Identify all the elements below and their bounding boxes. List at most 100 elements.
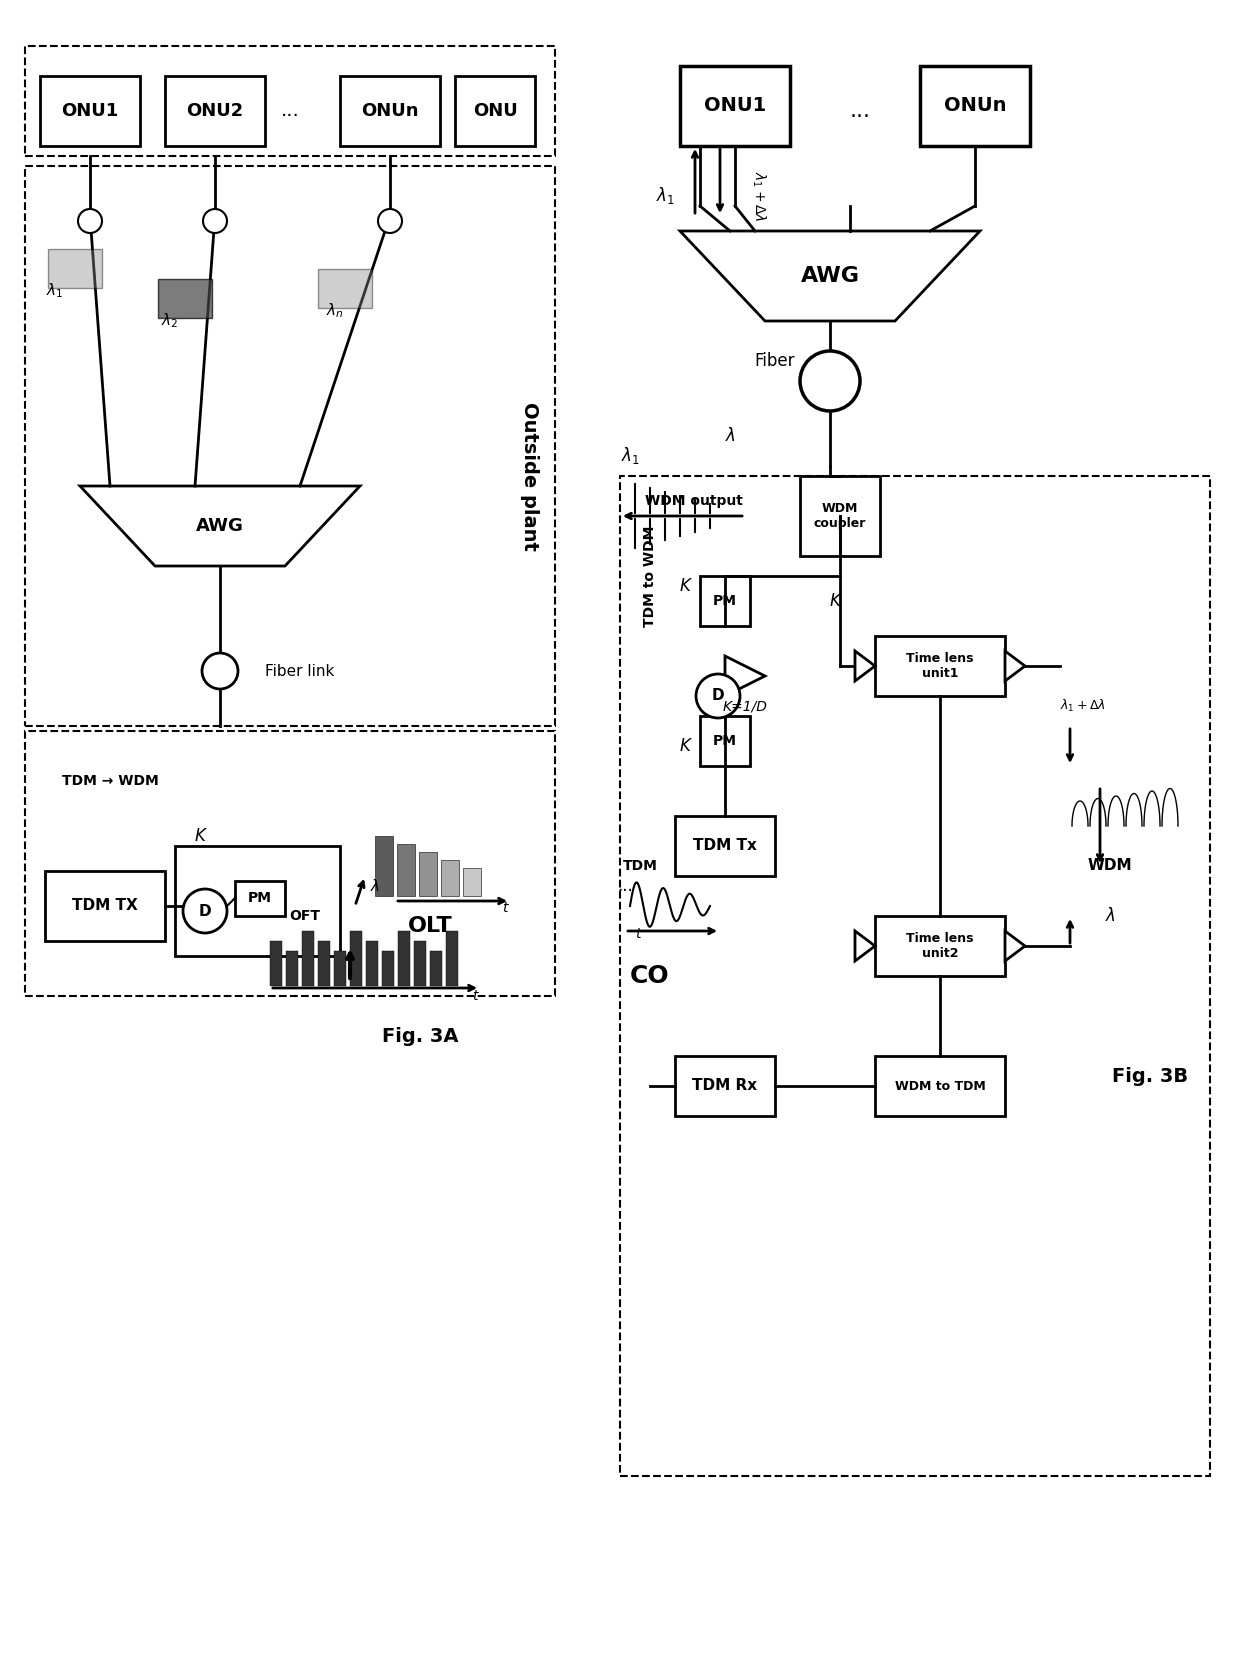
FancyBboxPatch shape — [45, 872, 165, 940]
Circle shape — [202, 654, 238, 689]
Text: WDM: WDM — [1087, 858, 1132, 873]
FancyBboxPatch shape — [675, 816, 775, 877]
Bar — [286, 950, 298, 985]
FancyBboxPatch shape — [374, 836, 393, 897]
Text: $\lambda$: $\lambda$ — [1105, 907, 1116, 925]
FancyBboxPatch shape — [236, 882, 285, 917]
Text: $\lambda_n$: $\lambda_n$ — [326, 302, 343, 320]
Text: Fig. 3B: Fig. 3B — [1112, 1066, 1188, 1086]
FancyBboxPatch shape — [397, 845, 415, 897]
FancyBboxPatch shape — [920, 65, 1030, 146]
Text: WDM
coupler: WDM coupler — [813, 503, 867, 530]
Circle shape — [800, 350, 861, 411]
FancyBboxPatch shape — [455, 75, 534, 146]
Text: TDM TX: TDM TX — [72, 898, 138, 913]
Text: AWG: AWG — [801, 266, 859, 287]
Text: $\lambda$: $\lambda$ — [370, 878, 381, 893]
Text: ONU2: ONU2 — [186, 102, 243, 121]
Text: PM: PM — [713, 593, 737, 608]
Text: ONUn: ONUn — [361, 102, 419, 121]
Bar — [303, 930, 314, 985]
Text: D: D — [712, 689, 724, 704]
Polygon shape — [856, 930, 875, 960]
Text: Time lens
unit2: Time lens unit2 — [906, 932, 973, 960]
Bar — [317, 940, 330, 985]
Text: D: D — [198, 903, 211, 918]
Text: $\lambda_1+\Delta\lambda$: $\lambda_1+\Delta\lambda$ — [1060, 697, 1106, 714]
FancyBboxPatch shape — [875, 917, 1004, 975]
Text: PM: PM — [713, 734, 737, 747]
Text: Time lens
unit1: Time lens unit1 — [906, 652, 973, 680]
FancyBboxPatch shape — [800, 476, 880, 556]
Text: ONU: ONU — [472, 102, 517, 121]
FancyBboxPatch shape — [675, 1056, 775, 1116]
FancyBboxPatch shape — [419, 851, 436, 897]
Text: K: K — [680, 737, 691, 754]
Text: t: t — [635, 927, 641, 940]
Polygon shape — [1004, 930, 1025, 960]
Text: $\lambda_1$: $\lambda_1$ — [46, 282, 63, 300]
FancyBboxPatch shape — [340, 75, 440, 146]
Text: TDM: TDM — [622, 860, 657, 873]
Text: K: K — [830, 592, 841, 610]
Text: TDM to WDM: TDM to WDM — [644, 525, 657, 627]
FancyBboxPatch shape — [40, 75, 140, 146]
Text: ONU1: ONU1 — [61, 102, 119, 121]
Bar — [382, 950, 394, 985]
Circle shape — [78, 210, 102, 233]
Text: t: t — [472, 989, 477, 1002]
Text: K=1/D: K=1/D — [723, 699, 768, 712]
Bar — [350, 930, 362, 985]
Text: OLT: OLT — [408, 917, 453, 935]
FancyBboxPatch shape — [701, 716, 750, 766]
Bar — [446, 930, 458, 985]
Text: ONU1: ONU1 — [704, 97, 766, 116]
Text: $\lambda_1$: $\lambda_1$ — [656, 186, 675, 206]
Text: K: K — [195, 826, 206, 845]
Text: Outside plant: Outside plant — [521, 402, 539, 550]
FancyBboxPatch shape — [875, 1056, 1004, 1116]
Circle shape — [696, 674, 740, 717]
FancyBboxPatch shape — [165, 75, 265, 146]
Text: t: t — [502, 902, 507, 915]
Text: Fiber: Fiber — [755, 352, 795, 370]
FancyBboxPatch shape — [175, 846, 340, 955]
Text: ...: ... — [849, 101, 870, 121]
Text: $\lambda_1$: $\lambda_1$ — [620, 446, 640, 466]
Polygon shape — [81, 486, 360, 566]
Text: ...: ... — [618, 877, 632, 895]
Text: AWG: AWG — [196, 516, 244, 535]
Text: WDM output: WDM output — [645, 494, 743, 508]
Text: Fiber link: Fiber link — [265, 664, 335, 679]
Bar — [270, 940, 281, 985]
Polygon shape — [856, 650, 875, 680]
FancyBboxPatch shape — [441, 860, 459, 897]
Bar — [366, 940, 378, 985]
FancyBboxPatch shape — [48, 250, 102, 288]
Text: WDM to TDM: WDM to TDM — [894, 1079, 986, 1093]
Text: ...: ... — [280, 102, 299, 121]
Circle shape — [184, 888, 227, 934]
Text: TDM Tx: TDM Tx — [693, 838, 756, 853]
FancyBboxPatch shape — [317, 270, 372, 308]
Circle shape — [203, 210, 227, 233]
Polygon shape — [680, 231, 980, 322]
Text: $\lambda_1+\Delta\lambda$: $\lambda_1+\Delta\lambda$ — [750, 171, 768, 221]
Bar — [334, 950, 346, 985]
FancyBboxPatch shape — [875, 635, 1004, 696]
Text: $\lambda_2$: $\lambda_2$ — [161, 312, 179, 330]
Circle shape — [378, 210, 402, 233]
FancyBboxPatch shape — [157, 278, 212, 318]
FancyBboxPatch shape — [701, 577, 750, 627]
Text: CO: CO — [630, 964, 670, 987]
Polygon shape — [725, 655, 765, 696]
Text: K: K — [680, 577, 691, 595]
FancyBboxPatch shape — [463, 868, 481, 897]
Polygon shape — [1004, 650, 1025, 680]
Text: OFT: OFT — [289, 908, 320, 923]
Bar — [414, 940, 427, 985]
Text: TDM → WDM: TDM → WDM — [62, 774, 159, 788]
Text: ONUn: ONUn — [944, 97, 1006, 116]
Text: $\lambda$: $\lambda$ — [724, 427, 735, 446]
Bar — [398, 930, 410, 985]
